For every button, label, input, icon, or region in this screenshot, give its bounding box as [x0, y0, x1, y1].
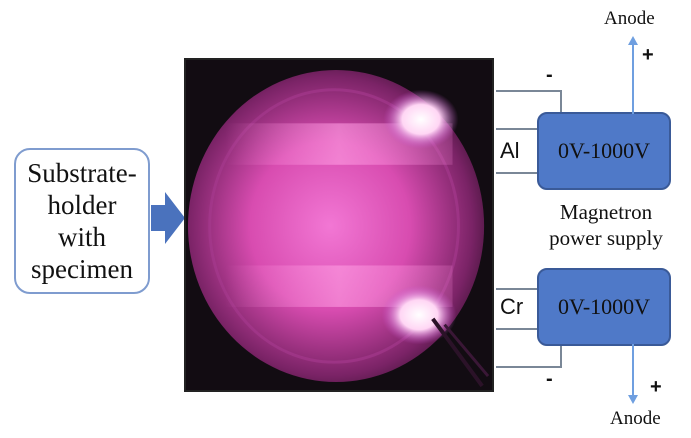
anode-label-top: Anode	[604, 8, 655, 29]
wire-cr-bottom	[496, 328, 538, 330]
plasma-chamber-photo	[184, 58, 494, 392]
wire-al-top	[496, 128, 538, 130]
magnetron-power-supply-label: Magnetron power supply	[536, 199, 676, 251]
right-arrow-icon	[151, 192, 185, 244]
wire-top-horizontal	[496, 90, 562, 92]
arrow-icon	[628, 36, 638, 114]
target-al-label: Al	[498, 138, 522, 164]
holder-line-1: Substrate-	[27, 158, 137, 188]
power-supply-bottom: 0V-1000V	[537, 268, 671, 346]
target-cr-label: Cr	[498, 294, 526, 320]
magnetron-line-2: power supply	[549, 226, 663, 250]
wire-bottom-vertical	[560, 344, 562, 368]
holder-line-3: with	[57, 222, 106, 252]
anode-label-bottom: Anode	[610, 408, 661, 429]
power-supply-bottom-range: 0V-1000V	[557, 294, 651, 319]
power-supply-top: 0V-1000V	[537, 112, 671, 190]
power-supply-top-range: 0V-1000V	[557, 138, 651, 163]
bottom-positive-sign: +	[650, 376, 662, 398]
holder-line-2: holder	[47, 190, 117, 220]
wire-bottom-horizontal	[496, 366, 562, 368]
top-positive-sign: +	[642, 44, 654, 66]
wire-top-vertical	[560, 90, 562, 114]
wire-al-bottom	[496, 172, 538, 174]
magnetron-line-1: Magnetron	[559, 200, 653, 224]
top-negative-sign: -	[546, 64, 553, 86]
arrow-icon	[628, 344, 638, 404]
substrate-holder-label: Substrate- holder with specimen	[14, 148, 150, 294]
bottom-negative-sign: -	[546, 368, 553, 390]
holder-line-4: specimen	[31, 254, 133, 284]
wire-cr-top	[496, 288, 538, 290]
